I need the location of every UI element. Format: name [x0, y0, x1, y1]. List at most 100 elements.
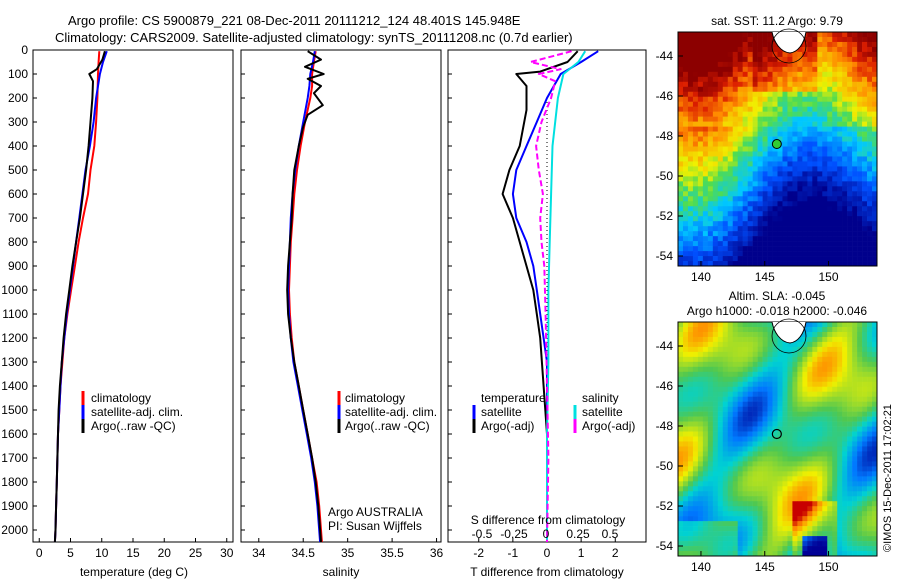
map-cell — [757, 156, 763, 162]
map-cell — [852, 516, 858, 522]
map-cell — [787, 71, 793, 78]
map-cell — [772, 346, 778, 353]
map-cell — [802, 506, 808, 512]
map-cell — [857, 141, 863, 147]
map-cell — [862, 151, 868, 157]
map-cell — [678, 441, 684, 447]
map-cell — [737, 446, 743, 452]
map-cell — [727, 516, 734, 522]
map-cell — [757, 531, 763, 537]
map-cell — [682, 486, 689, 492]
map-cell — [707, 66, 714, 73]
map-cell — [757, 181, 763, 187]
map-cell — [832, 501, 838, 507]
map-cell — [797, 176, 803, 182]
map-cell — [787, 166, 793, 172]
map-cell — [837, 91, 843, 98]
map-cell — [772, 431, 778, 437]
map-cell — [712, 166, 719, 172]
map-cell — [827, 211, 833, 217]
map-cell — [762, 341, 768, 348]
map-cell — [857, 546, 863, 552]
map-cell — [867, 101, 873, 107]
map-cell — [857, 146, 863, 152]
map-cell — [737, 551, 743, 557]
map-cell — [822, 256, 828, 262]
map-cell — [707, 36, 714, 43]
x-tick-label: 2 — [612, 546, 619, 560]
map-cell — [872, 431, 878, 437]
map-cell — [872, 331, 878, 338]
map-cell — [867, 171, 873, 177]
map-cell — [837, 116, 843, 122]
map-cell — [697, 76, 704, 83]
map-cell — [692, 181, 699, 187]
map-cell — [727, 81, 734, 88]
map-cell — [772, 61, 778, 68]
map-cell — [717, 176, 724, 182]
map-cell — [807, 541, 813, 547]
map-cell — [747, 486, 753, 492]
map-cell — [767, 331, 773, 338]
temperature-panel: 0100200300400500600700800900100011001200… — [1, 43, 452, 579]
map-cell — [772, 361, 778, 368]
map-cell — [852, 551, 858, 557]
map-cell — [792, 451, 798, 457]
series-line-salinity-satellite — [546, 50, 587, 542]
map-cell — [782, 391, 788, 397]
map-cell — [832, 166, 838, 172]
map-cell — [852, 356, 858, 363]
map-cell — [687, 146, 694, 152]
map-cell — [722, 241, 729, 247]
map-cell — [757, 166, 763, 172]
map-cell — [717, 481, 724, 487]
map-cell — [762, 246, 768, 252]
map-cell — [722, 476, 729, 482]
map-cell — [827, 156, 833, 162]
map-cell — [712, 336, 719, 343]
map-cell — [777, 421, 783, 427]
map-cell — [862, 546, 868, 552]
map-cell — [862, 531, 868, 537]
map-cell — [752, 411, 758, 417]
map-cell — [707, 46, 714, 53]
map-cell — [787, 516, 793, 522]
map-cell — [867, 531, 873, 537]
map-cell — [678, 56, 684, 63]
map-cell — [742, 261, 748, 267]
map-cell — [857, 236, 863, 242]
map-cell — [827, 151, 833, 157]
map-cell — [787, 111, 793, 117]
map-cell — [787, 386, 793, 392]
map-cell — [712, 186, 719, 192]
map-cell — [832, 336, 838, 343]
map-cell — [762, 541, 768, 547]
map-cell — [757, 416, 763, 422]
map-cell — [847, 236, 853, 242]
map-cell — [822, 91, 828, 98]
map-cell — [707, 221, 714, 227]
map-cell — [812, 351, 818, 358]
map-cell — [717, 506, 724, 512]
map-cell — [772, 81, 778, 88]
map-cell — [807, 236, 813, 242]
map-cell — [817, 466, 823, 472]
map-cell — [757, 116, 763, 122]
map-cell — [822, 506, 828, 512]
map-cell — [867, 221, 873, 227]
map-cell — [802, 161, 808, 167]
map-cell — [697, 121, 704, 127]
map-cell — [872, 81, 878, 88]
map-cell — [822, 211, 828, 217]
map-cell — [712, 396, 719, 402]
map-cell — [737, 491, 743, 497]
map-cell — [712, 322, 719, 328]
map-cell — [777, 341, 783, 348]
map-cell — [782, 71, 788, 78]
map-cell — [682, 136, 689, 142]
map-cell — [742, 246, 748, 252]
map-cell — [742, 491, 748, 497]
map-cell — [802, 61, 808, 68]
map-cell — [727, 526, 734, 532]
map-cell — [757, 121, 763, 127]
